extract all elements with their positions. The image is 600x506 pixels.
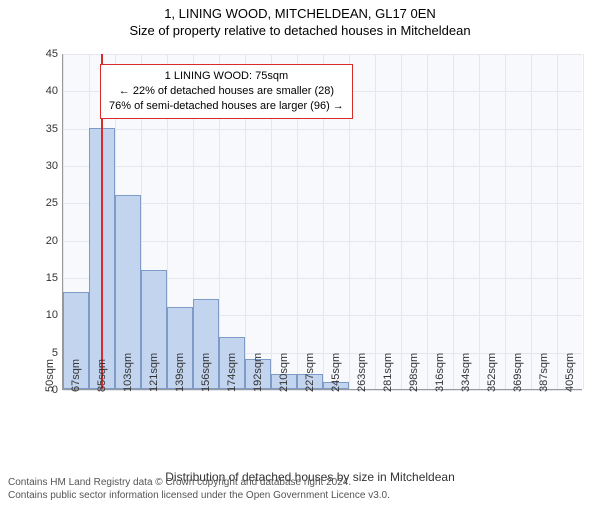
x-tick: 85sqm — [96, 359, 108, 392]
gridline-v — [479, 54, 480, 389]
y-tick: 40 — [46, 85, 58, 97]
gridline-v — [505, 54, 506, 389]
x-tick: 316sqm — [434, 353, 446, 392]
x-tick: 210sqm — [278, 353, 290, 392]
annotation-line-1: 1 LINING WOOD: 75sqm — [109, 69, 344, 84]
page-title: 1, LINING WOOD, MITCHELDEAN, GL17 0EN — [0, 6, 600, 21]
y-tick: 5 — [52, 347, 58, 359]
x-tick: 50sqm — [44, 359, 56, 392]
y-tick: 30 — [46, 160, 58, 172]
gridline-v — [557, 54, 558, 389]
y-tick: 20 — [46, 235, 58, 247]
x-tick: 67sqm — [70, 359, 82, 392]
gridline-v — [401, 54, 402, 389]
gridline-h — [63, 390, 582, 391]
page-subtitle: Size of property relative to detached ho… — [0, 23, 600, 38]
gridline-v — [583, 54, 584, 389]
x-tick: 298sqm — [408, 353, 420, 392]
gridline-v — [427, 54, 428, 389]
annotation-box: 1 LINING WOOD: 75sqm← 22% of detached ho… — [100, 64, 353, 119]
x-tick: 227sqm — [304, 353, 316, 392]
y-tick: 45 — [46, 48, 58, 60]
footer-line-1: Contains HM Land Registry data © Crown c… — [8, 476, 390, 489]
x-tick: 121sqm — [148, 353, 160, 392]
gridline-v — [375, 54, 376, 389]
x-tick: 352sqm — [486, 353, 498, 392]
y-tick: 35 — [46, 123, 58, 135]
annotation-line-2: ← 22% of detached houses are smaller (28… — [109, 84, 344, 99]
annotation-line-3: 76% of semi-detached houses are larger (… — [109, 99, 344, 114]
x-tick: 139sqm — [174, 353, 186, 392]
gridline-v — [531, 54, 532, 389]
x-tick: 174sqm — [226, 353, 238, 392]
x-tick: 387sqm — [538, 353, 550, 392]
x-tick: 245sqm — [330, 353, 342, 392]
x-tick: 192sqm — [252, 353, 264, 392]
x-tick: 103sqm — [122, 353, 134, 392]
x-tick: 156sqm — [200, 353, 212, 392]
x-tick: 405sqm — [564, 353, 576, 392]
y-tick: 25 — [46, 197, 58, 209]
y-tick: 15 — [46, 272, 58, 284]
footer-line-2: Contains public sector information licen… — [8, 489, 390, 502]
x-tick: 369sqm — [512, 353, 524, 392]
chart: Number of detached properties 1 LINING W… — [40, 50, 580, 430]
gridline-v — [453, 54, 454, 389]
y-tick: 10 — [46, 309, 58, 321]
footer: Contains HM Land Registry data © Crown c… — [8, 476, 390, 502]
x-tick: 263sqm — [356, 353, 368, 392]
plot-area: 1 LINING WOOD: 75sqm← 22% of detached ho… — [62, 54, 582, 390]
x-tick: 281sqm — [382, 353, 394, 392]
x-tick: 334sqm — [460, 353, 472, 392]
